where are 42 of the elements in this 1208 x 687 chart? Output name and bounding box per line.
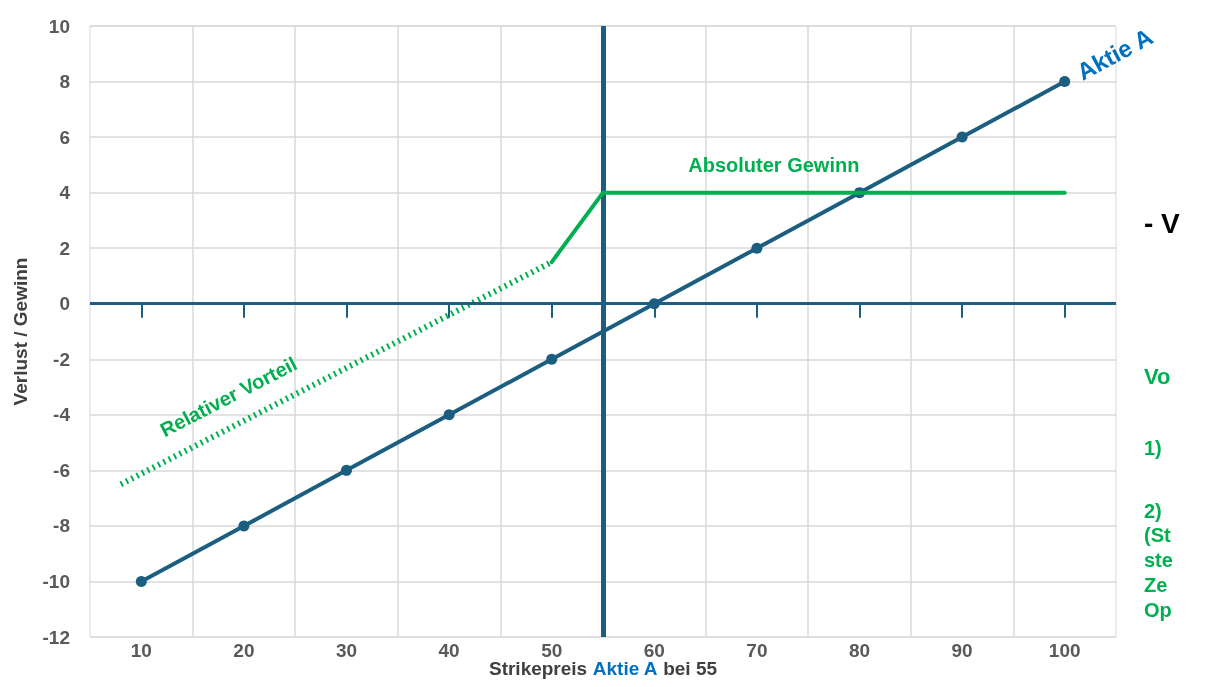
text: (St (1144, 524, 1171, 546)
text: - V (1144, 207, 1181, 239)
x-tick-label: 80 (848, 640, 871, 661)
point (238, 520, 250, 532)
series-label: Absoluter Gewinn (688, 153, 860, 176)
y-tick-label: 0 (59, 293, 70, 315)
y-tick-label: -12 (42, 626, 70, 648)
y-tick-label: -8 (53, 515, 70, 537)
y-tick-label: 6 (59, 126, 70, 148)
text: 2) (1144, 500, 1162, 522)
x-tick-label: 100 (1048, 640, 1081, 661)
y-tick-label: -6 (53, 459, 70, 481)
y-tick-label: -10 (42, 570, 70, 592)
point (751, 242, 763, 254)
point (443, 409, 455, 421)
text: Ze (1144, 574, 1168, 596)
text: ste (1144, 549, 1173, 571)
x-tick-label: 90 (951, 640, 973, 661)
text: Op (1144, 599, 1172, 621)
y-tick-label: 2 (59, 237, 70, 259)
y-tick-label: -2 (53, 348, 70, 370)
y-tick-label: 8 (59, 71, 70, 93)
x-tick-label: 30 (335, 640, 358, 661)
x-axis-title: Strikepreis Aktie A bei 55 (488, 658, 718, 679)
y-tick-label: 10 (48, 15, 70, 37)
x-tick-label: 20 (233, 640, 255, 661)
text: 1) (1144, 437, 1162, 459)
x-tick-label: 50 (541, 640, 563, 661)
x-tick-label: 10 (130, 640, 152, 661)
text: Aktie A (1072, 22, 1158, 86)
point (135, 575, 147, 587)
point (1059, 76, 1071, 88)
point (546, 353, 558, 365)
y-tick-label: -4 (53, 404, 71, 426)
y-tick-label: 4 (59, 182, 71, 204)
point (341, 464, 352, 476)
x-tick-label: 60 (643, 640, 665, 661)
x-tick-label: 40 (438, 640, 460, 661)
point (956, 131, 968, 143)
y-axis-title: Verlust / Gewinn (10, 257, 31, 406)
x-tick-label: 70 (746, 640, 768, 661)
text: Vo (1144, 363, 1171, 389)
